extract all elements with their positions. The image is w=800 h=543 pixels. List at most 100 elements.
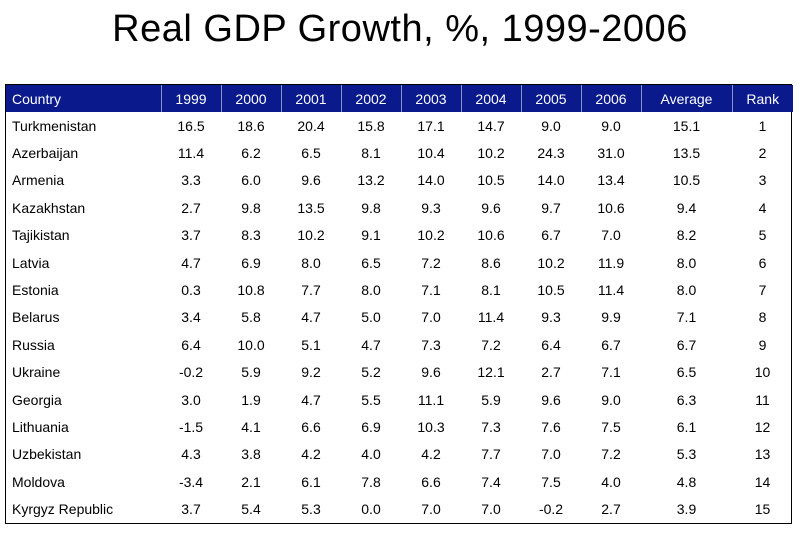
chart-title: Real GDP Growth, %, 1999-2006 <box>112 8 688 50</box>
value-cell-2001: 6.1 <box>301 473 321 490</box>
rank-cell: 4 <box>758 199 767 216</box>
country-cell: Belarus <box>12 309 60 326</box>
value-cell-2001: 10.2 <box>297 227 325 244</box>
table-row: Russia 6.4 10.0 5.1 4.7 7.3 7.2 6.4 6.7 6.7 9 <box>6 331 793 358</box>
value-cell-2001: 5.1 <box>301 336 321 353</box>
value-cell-2000: 5.4 <box>241 501 261 518</box>
rank-cell: 9 <box>758 336 767 353</box>
value-cell-2001: 4.7 <box>301 309 321 326</box>
value-cell-2001: 7.7 <box>301 282 321 299</box>
value-cell-2005: 24.3 <box>537 145 565 162</box>
table-body: Turkmenistan 16.5 18.6 20.4 15.8 17.1 14.7 9.0 9… <box>6 112 793 523</box>
value-cell-2002: 7.8 <box>361 473 381 490</box>
value-cell-2001: 6.6 <box>301 418 321 435</box>
value-cell-2006: 11.9 <box>597 254 625 271</box>
value-cell-1999: 6.4 <box>181 336 201 353</box>
average-cell: 5.3 <box>676 446 697 463</box>
value-cell-2006: 9.9 <box>601 309 621 326</box>
value-cell-2005: 14.0 <box>537 172 565 189</box>
column-header-country: Country <box>6 85 162 112</box>
value-cell-2006: 11.4 <box>597 282 625 299</box>
value-cell-2005: 2.7 <box>541 364 561 381</box>
value-cell-2000: 10.8 <box>237 282 265 299</box>
value-cell-2006: 10.6 <box>597 199 625 216</box>
value-cell-2001: 4.2 <box>301 446 321 463</box>
value-cell-2003: 7.3 <box>421 336 441 353</box>
value-cell-2002: 6.5 <box>361 254 381 271</box>
value-cell-2001: 13.5 <box>297 199 325 216</box>
value-cell-2003: 7.0 <box>421 501 441 518</box>
country-cell: Kyrgyz Republic <box>12 501 114 518</box>
country-cell: Azerbaijan <box>12 145 79 162</box>
country-cell: Kazakhstan <box>12 199 86 216</box>
value-cell-2000: 10.0 <box>237 336 265 353</box>
table-row: Estonia 0.3 10.8 7.7 8.0 7.1 8.1 10.5 11.4 8.0 7 <box>6 276 793 303</box>
column-header-2002: 2002 <box>341 85 402 112</box>
value-cell-2006: 6.7 <box>601 336 621 353</box>
table-row: Kazakhstan 2.7 9.8 13.5 9.8 9.3 9.6 9.7 10.6 9.4 4 <box>6 194 793 221</box>
value-cell-2003: 10.4 <box>417 145 445 162</box>
country-cell: Georgia <box>12 391 62 408</box>
value-cell-2003: 9.3 <box>421 199 441 216</box>
rank-cell: 3 <box>758 172 767 189</box>
value-cell-2003: 9.6 <box>421 364 441 381</box>
column-header-2000: 2000 <box>221 85 282 112</box>
country-cell: Turkmenistan <box>12 117 97 134</box>
value-cell-2001: 20.4 <box>297 117 325 134</box>
column-header-2005: 2005 <box>521 85 582 112</box>
value-cell-2005: -0.2 <box>538 501 564 518</box>
average-cell: 13.5 <box>672 145 701 162</box>
value-cell-2004: 5.9 <box>481 391 501 408</box>
value-cell-2006: 7.5 <box>601 418 621 435</box>
gdp-growth-table: Country 1999 2000 2001 2002 2003 2004 2005 2006 A… <box>6 85 793 523</box>
value-cell-2001: 4.7 <box>301 391 321 408</box>
value-cell-2003: 10.3 <box>417 418 445 435</box>
value-cell-1999: 11.4 <box>177 145 205 162</box>
value-cell-2003: 7.2 <box>421 254 441 271</box>
table-header: Country 1999 2000 2001 2002 2003 2004 2005 2006 A… <box>6 85 793 112</box>
value-cell-1999: 2.7 <box>181 199 201 216</box>
value-cell-2005: 6.7 <box>541 227 561 244</box>
average-cell: 8.0 <box>676 282 697 299</box>
value-cell-2005: 9.0 <box>541 117 561 134</box>
column-header-2004: 2004 <box>461 85 522 112</box>
rank-cell: 2 <box>758 145 767 162</box>
value-cell-1999: 3.3 <box>181 172 201 189</box>
average-cell: 6.5 <box>676 364 697 381</box>
value-cell-2005: 10.2 <box>537 254 565 271</box>
value-cell-2001: 9.6 <box>301 172 321 189</box>
value-cell-2005: 6.4 <box>541 336 561 353</box>
column-header-2003: 2003 <box>401 85 462 112</box>
country-cell: Armenia <box>12 172 65 189</box>
value-cell-2003: 17.1 <box>417 117 445 134</box>
value-cell-2006: 2.7 <box>601 501 621 518</box>
value-cell-2000: 2.1 <box>241 473 261 490</box>
country-cell: Ukraine <box>12 364 61 381</box>
column-header-1999: 1999 <box>161 85 222 112</box>
value-cell-2004: 8.1 <box>481 282 501 299</box>
value-cell-2002: 5.2 <box>361 364 381 381</box>
value-cell-2001: 8.0 <box>301 254 321 271</box>
value-cell-2004: 14.7 <box>477 117 505 134</box>
value-cell-1999: 3.7 <box>181 227 201 244</box>
value-cell-2000: 9.8 <box>241 199 261 216</box>
value-cell-2006: 4.0 <box>601 473 621 490</box>
column-header-2006: 2006 <box>581 85 642 112</box>
value-cell-2005: 9.3 <box>541 309 561 326</box>
value-cell-2002: 9.1 <box>361 227 381 244</box>
rank-cell: 12 <box>754 418 771 435</box>
value-cell-2002: 4.0 <box>361 446 381 463</box>
table-row: Moldova -3.4 2.1 6.1 7.8 6.6 7.4 7.5 4.0 4.8 14 <box>6 468 793 495</box>
value-cell-1999: -1.5 <box>178 418 204 435</box>
value-cell-2006: 7.0 <box>601 227 621 244</box>
value-cell-2006: 31.0 <box>597 145 625 162</box>
average-cell: 9.4 <box>676 199 697 216</box>
header-row: Country 1999 2000 2001 2002 2003 2004 2005 2006 A… <box>6 85 793 112</box>
value-cell-2005: 7.5 <box>541 473 561 490</box>
average-cell: 7.1 <box>676 309 697 326</box>
value-cell-2004: 7.2 <box>481 336 501 353</box>
value-cell-2004: 7.0 <box>481 501 501 518</box>
value-cell-1999: -0.2 <box>178 364 204 381</box>
value-cell-2000: 4.1 <box>241 418 261 435</box>
average-cell: 10.5 <box>672 172 701 189</box>
